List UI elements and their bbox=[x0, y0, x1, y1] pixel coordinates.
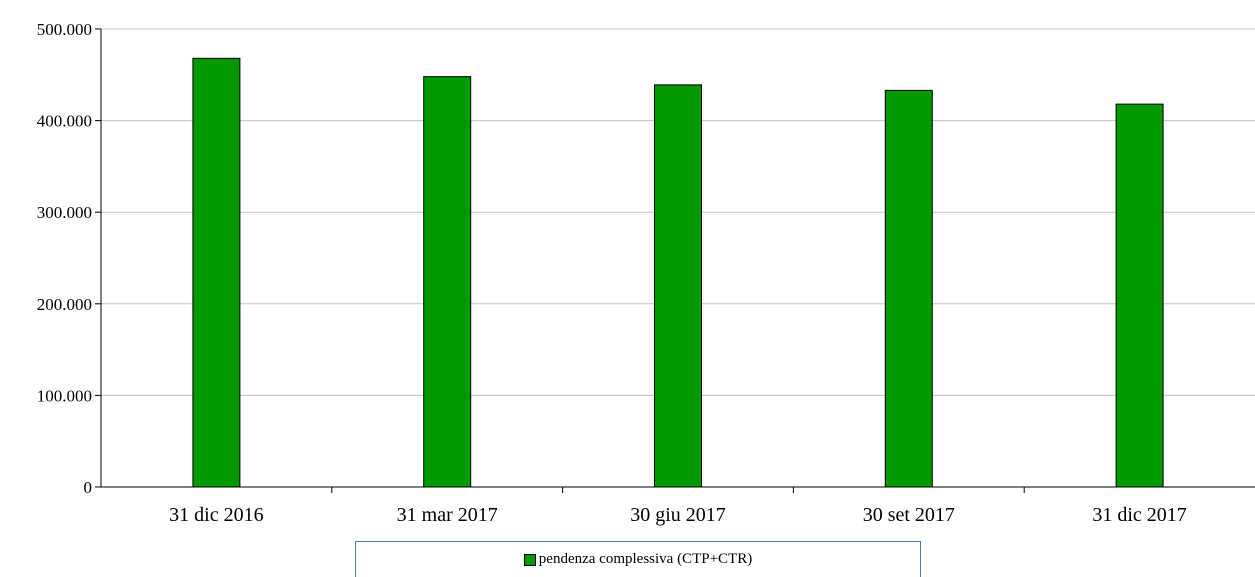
legend: pendenza complessiva (CTP+CTR) bbox=[355, 541, 921, 577]
bar bbox=[423, 76, 472, 488]
y-tick-label: 200.000 bbox=[37, 295, 92, 314]
y-tick-label: 300.000 bbox=[37, 203, 92, 222]
legend-swatch bbox=[523, 553, 536, 566]
x-tick-label: 31 mar 2017 bbox=[397, 504, 498, 526]
y-tick-label: 500.000 bbox=[37, 20, 92, 39]
x-tick-label: 31 dic 2016 bbox=[169, 504, 263, 526]
bar bbox=[192, 57, 241, 488]
bar bbox=[654, 84, 702, 488]
bar bbox=[1115, 103, 1164, 488]
legend-label: pendenza complessiva (CTP+CTR) bbox=[538, 551, 753, 567]
x-tick-label: 30 giu 2017 bbox=[630, 504, 726, 526]
y-tick-label: 400.000 bbox=[37, 112, 92, 131]
y-tick-label: 100.000 bbox=[37, 386, 92, 405]
x-tick-label: 31 dic 2017 bbox=[1092, 504, 1186, 526]
x-tick-label: 30 set 2017 bbox=[863, 504, 955, 526]
y-tick-label: 0 bbox=[84, 478, 93, 497]
bar bbox=[884, 89, 933, 488]
